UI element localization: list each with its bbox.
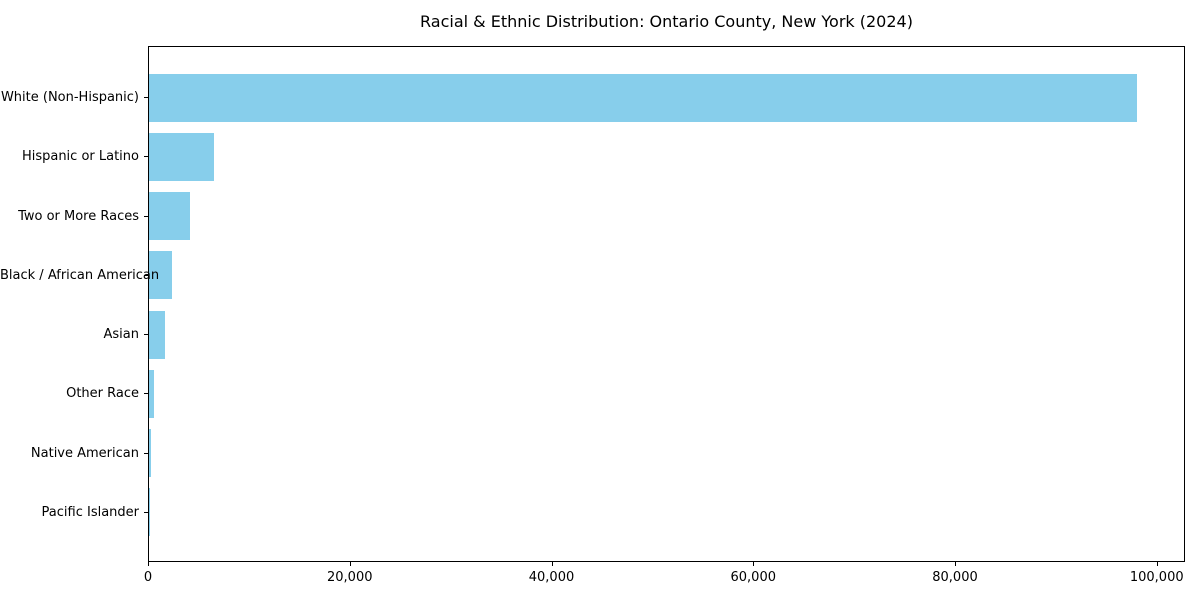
bar xyxy=(149,369,155,418)
y-axis-label: Two or More Races xyxy=(18,208,139,224)
y-axis-label: Black / African American xyxy=(0,267,160,283)
x-tick-mark xyxy=(349,562,351,566)
bar xyxy=(149,251,173,300)
y-axis-label: Native American xyxy=(30,445,139,461)
bar xyxy=(149,73,1137,122)
y-tick-mark xyxy=(144,215,148,217)
y-tick-mark xyxy=(144,97,148,99)
y-axis-label: White (Non-Hispanic) xyxy=(0,90,139,106)
y-axis-label: Pacific Islander xyxy=(41,504,139,520)
x-tick-mark xyxy=(753,562,755,566)
x-tick-label: 20,000 xyxy=(327,570,373,585)
y-tick-mark xyxy=(144,334,148,336)
y-axis-label: Other Race xyxy=(66,386,139,402)
y-tick-mark xyxy=(144,393,148,395)
x-tick-mark xyxy=(1156,562,1158,566)
chart-title: Racial & Ethnic Distribution: Ontario Co… xyxy=(420,12,913,31)
x-tick-label: 80,000 xyxy=(932,570,978,585)
x-tick-label: 40,000 xyxy=(528,570,575,585)
x-tick-mark xyxy=(148,562,149,566)
y-tick-mark xyxy=(144,274,148,276)
x-tick-label: 60,000 xyxy=(730,570,777,585)
x-tick-label: 0 xyxy=(143,570,153,585)
bar xyxy=(149,310,166,359)
y-axis-label: Hispanic or Latino xyxy=(21,149,139,165)
x-tick-mark xyxy=(551,562,553,566)
bar xyxy=(149,132,214,181)
y-tick-mark xyxy=(144,511,148,513)
x-tick-mark xyxy=(955,562,956,566)
bar xyxy=(149,192,190,241)
bar xyxy=(149,429,152,478)
x-tick-label: 100,000 xyxy=(1129,570,1184,585)
y-tick-mark xyxy=(144,156,148,158)
y-tick-mark xyxy=(144,452,148,454)
y-axis-label: Asian xyxy=(103,327,139,343)
plot-area xyxy=(148,46,1185,562)
